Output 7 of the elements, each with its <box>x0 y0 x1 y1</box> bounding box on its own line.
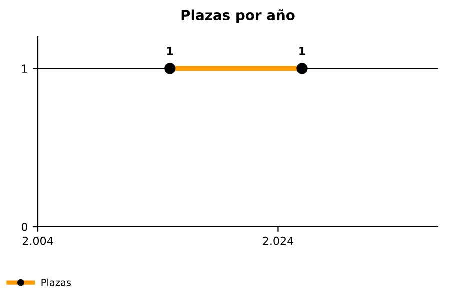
data-label: 1 <box>168 47 174 56</box>
chart-title: Plazas por año <box>182 10 295 24</box>
x-tick-label: 2.004 <box>22 236 54 246</box>
y-tick-label: 0 <box>22 222 28 232</box>
legend-label: Plazas <box>42 278 72 286</box>
data-label: 1 <box>300 47 306 56</box>
x-tick-label: 2.024 <box>263 236 294 246</box>
